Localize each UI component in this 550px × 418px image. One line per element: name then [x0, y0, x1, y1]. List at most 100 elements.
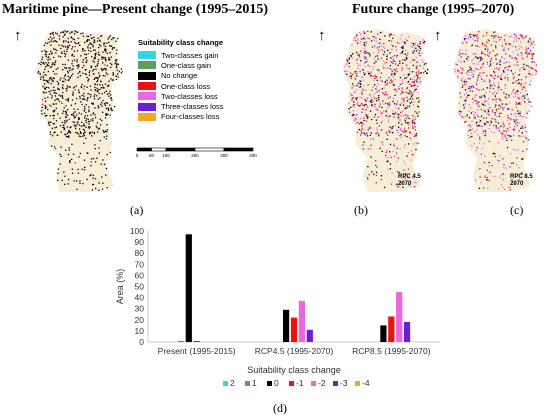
- map-pixel: [475, 179, 477, 181]
- map-pixel: [104, 45, 107, 48]
- map-pixel: [500, 78, 503, 81]
- map-pixel: [385, 110, 387, 112]
- map-pixel: [503, 39, 505, 41]
- map-pixel: [105, 102, 107, 104]
- map-pixel: [361, 122, 363, 125]
- map-pixel: [487, 63, 489, 65]
- map-pixel: [92, 103, 94, 105]
- map-pixel: [503, 124, 505, 126]
- map-pixel: [503, 130, 505, 132]
- map-pixel: [408, 117, 410, 120]
- map-pixel: [41, 103, 44, 106]
- map-pixel: [361, 76, 364, 78]
- map-pixel: [90, 119, 92, 121]
- map-pixel: [48, 38, 50, 40]
- map-pixel: [485, 121, 488, 123]
- map-pixel: [405, 117, 408, 119]
- map-pixel: [86, 76, 88, 79]
- map-pixel: [65, 149, 67, 151]
- map-pixel: [516, 57, 518, 59]
- scale-bar-group: 0 50 100 200 300 400: [136, 147, 257, 158]
- map-pixel: [499, 99, 501, 101]
- map-pixel: [525, 111, 528, 113]
- map-pixel: [362, 79, 364, 81]
- map-pixel: [509, 117, 512, 119]
- map-pixel: [529, 84, 531, 86]
- map-pixel: [40, 63, 42, 66]
- map-pixel: [504, 188, 506, 191]
- map-pixel: [376, 166, 378, 168]
- map-pixel: [495, 67, 497, 69]
- map-pixel: [83, 109, 85, 111]
- map-pixel: [71, 69, 73, 71]
- map-pixel: [392, 110, 394, 112]
- map-pixel: [510, 93, 513, 95]
- map-pixel: [512, 162, 514, 164]
- chart-legend-swatch: [245, 381, 250, 386]
- map-pixel: [83, 134, 85, 137]
- map-pixel: [478, 46, 481, 48]
- map-pixel: [460, 79, 463, 81]
- map-pixel: [505, 66, 507, 68]
- map-pixel: [419, 41, 421, 43]
- map-pixel: [69, 44, 71, 47]
- map-pixel: [94, 94, 96, 96]
- map-pixel: [413, 135, 416, 137]
- map-pixel: [527, 139, 530, 141]
- dots-present: [37, 30, 124, 191]
- map-pixel: [493, 132, 496, 134]
- map-pixel: [478, 74, 480, 76]
- map-pixel: [406, 100, 409, 102]
- map-pixel: [77, 37, 80, 39]
- map-pixel: [106, 113, 108, 116]
- map-pixel: [502, 186, 504, 189]
- map-pixel: [109, 90, 111, 92]
- map-pixel: [501, 137, 504, 140]
- map-pixel: [376, 129, 378, 131]
- map-pixel: [98, 46, 100, 49]
- map-pixel: [103, 44, 105, 46]
- map-pixel: [93, 68, 95, 71]
- map-pixel: [398, 107, 400, 109]
- map-pixel: [374, 55, 377, 58]
- map-pixel: [517, 64, 519, 66]
- map-pixel: [109, 58, 111, 60]
- map-pixel: [346, 73, 348, 76]
- map-pixel: [77, 67, 79, 69]
- map-pixel: [413, 90, 416, 92]
- map-pixel: [407, 123, 409, 125]
- map-pixel: [513, 37, 515, 39]
- map-pixel: [484, 132, 487, 134]
- map-pixel: [465, 49, 467, 52]
- map-pixel: [403, 97, 405, 99]
- map-pixel: [51, 95, 53, 97]
- map-pixel: [68, 118, 71, 120]
- map-pixel: [63, 50, 65, 52]
- map-pixel: [369, 55, 371, 57]
- map-pixel: [521, 115, 523, 118]
- map-pixel: [111, 48, 114, 50]
- map-pixel: [49, 121, 51, 124]
- legend-label: One-class gain: [161, 60, 212, 70]
- map-pixel: [525, 35, 527, 37]
- map-pixel: [410, 91, 412, 93]
- map-pixel: [418, 97, 420, 99]
- map-pixel: [505, 44, 507, 46]
- map-pixel: [93, 98, 96, 100]
- panel-label-c: (c): [510, 203, 524, 217]
- map-pixel: [389, 131, 391, 133]
- map-pixel: [493, 124, 495, 127]
- map-pixel: [83, 117, 86, 119]
- map-pixel: [53, 103, 55, 105]
- map-pixel: [363, 132, 366, 134]
- map-pixel: [108, 84, 110, 87]
- map-pixel: [96, 89, 98, 92]
- map-pixel: [84, 57, 86, 59]
- map-pixel: [412, 91, 415, 94]
- map-pixel: [513, 119, 515, 121]
- map-pixel: [459, 110, 461, 112]
- map-pixel: [105, 167, 108, 170]
- map-pixel: [89, 42, 91, 44]
- map-pixel: [361, 88, 363, 91]
- map-pixel: [394, 111, 397, 113]
